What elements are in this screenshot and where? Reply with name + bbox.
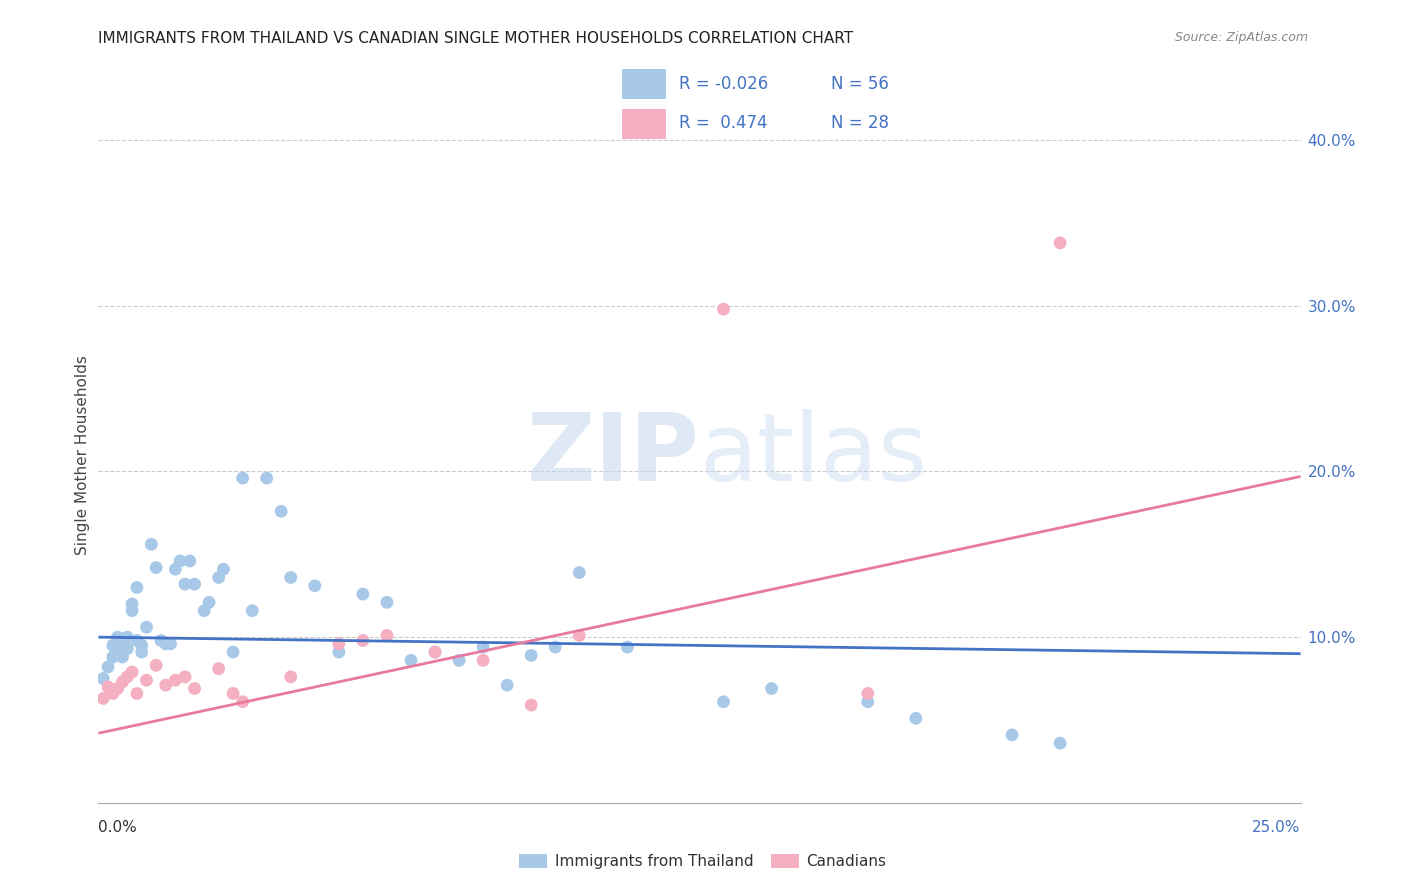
Point: [304, 579, 326, 593]
Point: [232, 695, 254, 709]
Point: [131, 639, 153, 653]
Point: [145, 560, 167, 574]
Text: R = -0.026: R = -0.026: [679, 76, 768, 94]
Point: [193, 604, 215, 618]
Point: [328, 645, 350, 659]
Point: [107, 630, 129, 644]
Text: N = 28: N = 28: [831, 114, 889, 132]
Point: [121, 597, 143, 611]
Text: atlas: atlas: [700, 409, 928, 501]
Point: [240, 604, 263, 618]
Text: IMMIGRANTS FROM THAILAND VS CANADIAN SINGLE MOTHER HOUSEHOLDS CORRELATION CHART: IMMIGRANTS FROM THAILAND VS CANADIAN SIN…: [98, 31, 853, 46]
Point: [121, 665, 143, 679]
Point: [280, 570, 302, 584]
Point: [135, 673, 157, 688]
Point: [1049, 736, 1071, 750]
Point: [222, 686, 245, 700]
Point: [101, 650, 124, 665]
Text: 25.0%: 25.0%: [1253, 821, 1301, 835]
Text: N = 56: N = 56: [831, 76, 889, 94]
Point: [270, 504, 292, 518]
Point: [155, 678, 177, 692]
Point: [125, 633, 148, 648]
Point: [121, 604, 143, 618]
Point: [256, 471, 278, 485]
Point: [904, 711, 927, 725]
Point: [399, 653, 422, 667]
Point: [159, 637, 181, 651]
Point: [174, 577, 197, 591]
Point: [97, 660, 120, 674]
Point: [423, 645, 446, 659]
Point: [328, 637, 350, 651]
Point: [111, 674, 134, 689]
Point: [208, 570, 231, 584]
Point: [1049, 235, 1071, 250]
Point: [232, 471, 254, 485]
Point: [125, 581, 148, 595]
Point: [91, 672, 114, 686]
Point: [174, 670, 197, 684]
Point: [713, 302, 735, 317]
Point: [375, 628, 398, 642]
Point: [423, 645, 446, 659]
Point: [568, 628, 591, 642]
Point: [149, 633, 172, 648]
Legend: Immigrants from Thailand, Canadians: Immigrants from Thailand, Canadians: [513, 848, 893, 875]
Point: [352, 587, 374, 601]
Point: [111, 637, 134, 651]
Point: [208, 662, 231, 676]
Point: [761, 681, 783, 696]
FancyBboxPatch shape: [621, 70, 665, 99]
Point: [1001, 728, 1024, 742]
Point: [856, 686, 879, 700]
Point: [183, 577, 205, 591]
Point: [447, 653, 470, 667]
Point: [472, 640, 495, 654]
FancyBboxPatch shape: [621, 109, 665, 139]
Point: [97, 680, 120, 694]
Point: [165, 562, 187, 576]
Point: [352, 633, 374, 648]
Point: [375, 595, 398, 609]
Point: [101, 639, 124, 653]
Point: [111, 650, 134, 665]
Point: [135, 620, 157, 634]
Point: [169, 554, 191, 568]
Point: [496, 678, 519, 692]
Text: ZIP: ZIP: [527, 409, 700, 501]
Point: [520, 648, 543, 663]
Text: R =  0.474: R = 0.474: [679, 114, 768, 132]
Point: [198, 595, 221, 609]
Point: [544, 640, 567, 654]
Point: [107, 681, 129, 696]
Point: [222, 645, 245, 659]
Point: [212, 562, 235, 576]
Point: [179, 554, 201, 568]
Point: [520, 698, 543, 712]
Point: [568, 566, 591, 580]
Text: Source: ZipAtlas.com: Source: ZipAtlas.com: [1174, 31, 1308, 45]
Point: [183, 681, 205, 696]
Point: [472, 653, 495, 667]
Point: [117, 630, 139, 644]
Point: [280, 670, 302, 684]
Point: [125, 686, 148, 700]
Point: [141, 537, 163, 551]
Point: [616, 640, 638, 654]
Point: [155, 637, 177, 651]
Point: [101, 686, 124, 700]
Point: [107, 643, 129, 657]
Point: [856, 695, 879, 709]
Point: [713, 695, 735, 709]
Point: [165, 673, 187, 688]
Text: 0.0%: 0.0%: [98, 821, 138, 835]
Y-axis label: Single Mother Households: Single Mother Households: [75, 355, 90, 555]
Point: [91, 691, 114, 706]
Point: [131, 645, 153, 659]
Point: [145, 658, 167, 673]
Point: [117, 670, 139, 684]
Point: [117, 641, 139, 656]
